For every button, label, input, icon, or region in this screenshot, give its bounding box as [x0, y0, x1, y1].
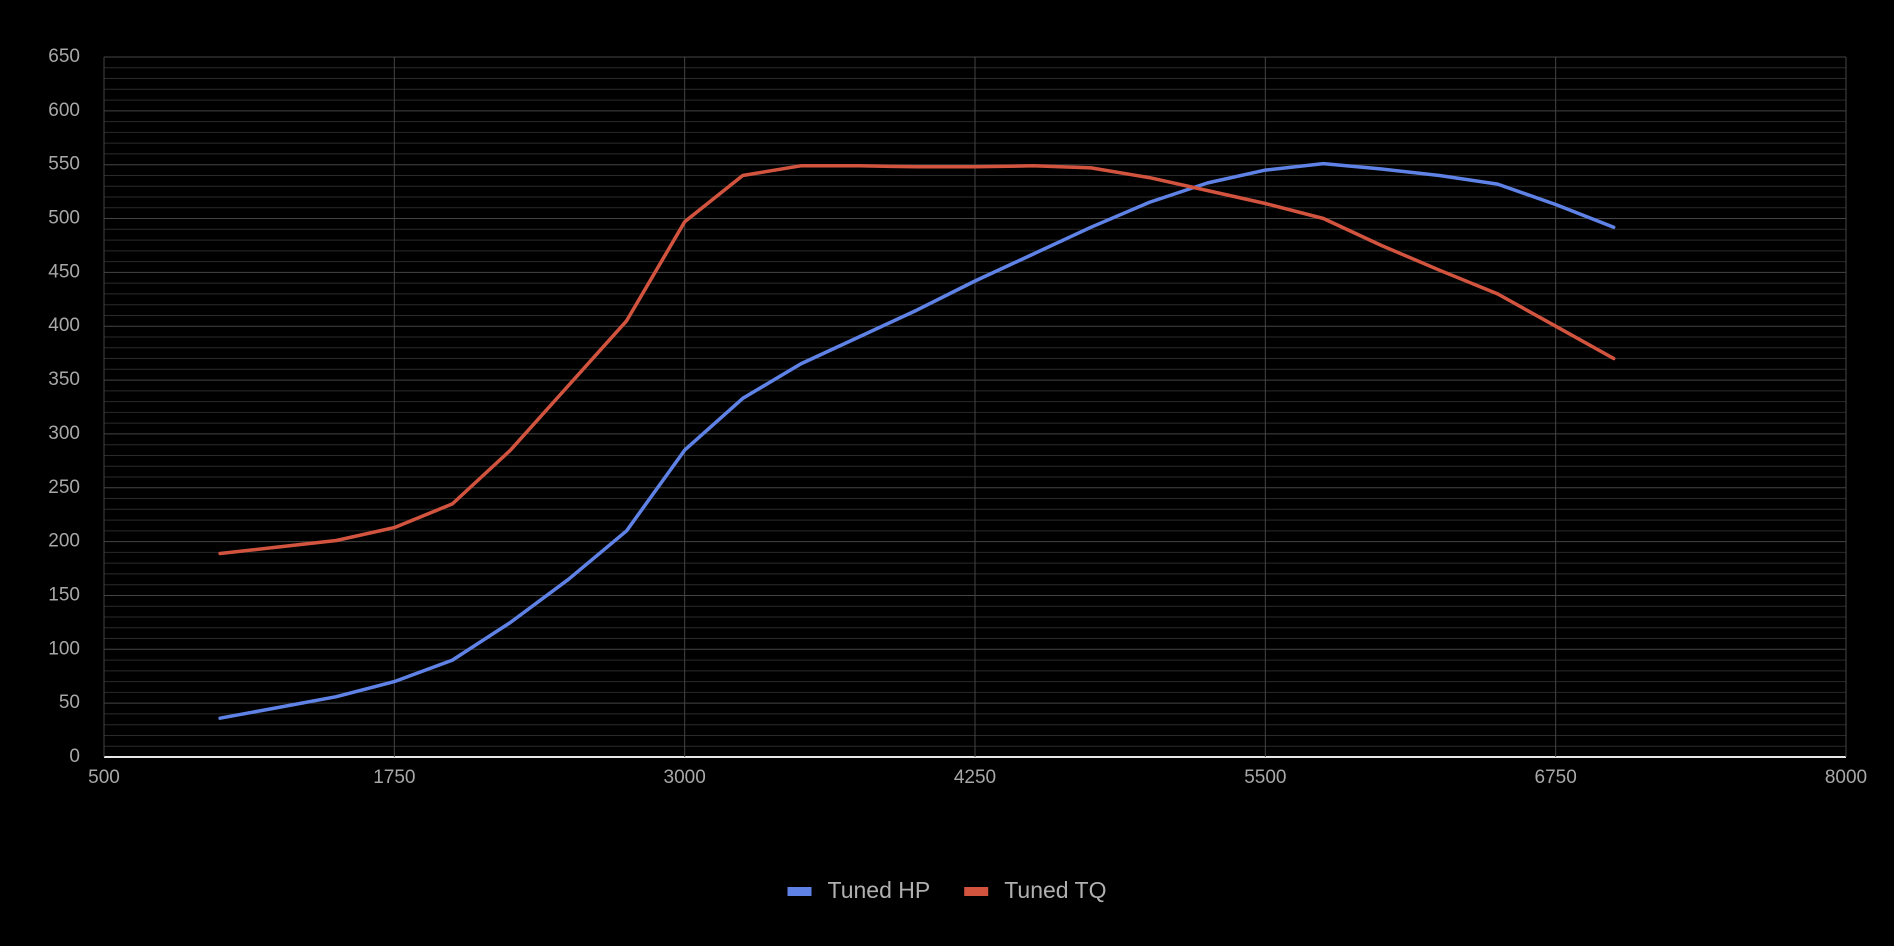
y-tick-label: 400: [48, 315, 80, 336]
y-tick-label: 300: [48, 423, 80, 444]
y-tick-label: 550: [48, 154, 80, 175]
x-tick-label: 1750: [373, 767, 415, 788]
x-tick-label: 5500: [1244, 767, 1286, 788]
y-tick-label: 150: [48, 584, 80, 605]
series-line: [218, 164, 1616, 556]
legend-swatch: [964, 887, 989, 896]
legend-swatch: [787, 887, 812, 896]
x-tick-label: 3000: [664, 767, 706, 788]
legend-label: Tuned HP: [828, 877, 931, 903]
y-tick-label: 50: [59, 692, 80, 713]
y-tick-label: 450: [48, 261, 80, 282]
x-tick-label: 8000: [1825, 767, 1867, 788]
y-tick-label: 650: [48, 46, 80, 67]
y-tick-label: 600: [48, 100, 80, 121]
x-tick-label: 4250: [954, 767, 996, 788]
series-line: [218, 161, 1616, 720]
x-tick-label: 500: [88, 767, 120, 788]
y-tick-label: 0: [69, 746, 80, 767]
y-tick-label: 500: [48, 208, 80, 229]
y-tick-label: 350: [48, 369, 80, 390]
y-tick-label: 100: [48, 638, 80, 659]
legend-label: Tuned TQ: [1004, 877, 1106, 903]
x-tick-label: 6750: [1535, 767, 1577, 788]
y-tick-label: 200: [48, 531, 80, 552]
y-tick-label: 250: [48, 477, 80, 498]
